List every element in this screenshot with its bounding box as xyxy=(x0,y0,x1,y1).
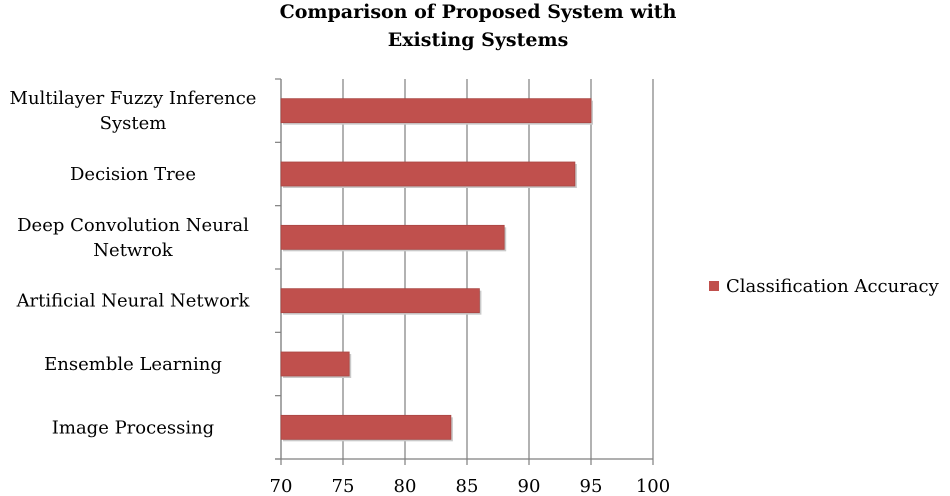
chart-title: Comparison of Proposed System with Existi… xyxy=(280,1,677,51)
chart-title-line: Existing Systems xyxy=(388,29,569,51)
x-axis-ticks: 70 75 80 85 90 95 100 xyxy=(270,476,671,496)
bar xyxy=(280,224,505,250)
bar xyxy=(280,414,452,440)
category-label: Decision Tree xyxy=(70,164,196,185)
category-label: Deep Convolution Neural xyxy=(17,215,249,236)
legend-label: Classification Accuracy xyxy=(726,276,940,297)
x-tick-label: 90 xyxy=(518,476,541,496)
category-label: Netwrok xyxy=(93,240,173,261)
x-tick-label: 80 xyxy=(394,476,417,496)
category-labels: Multilayer Fuzzy Inference System Decision… xyxy=(10,88,257,438)
bars xyxy=(280,98,593,442)
x-tick-label: 70 xyxy=(270,476,293,496)
category-label: Image Processing xyxy=(52,417,214,438)
category-label: System xyxy=(100,113,167,134)
legend-swatch xyxy=(709,281,719,291)
bar xyxy=(280,161,576,187)
x-tick-label: 95 xyxy=(580,476,603,496)
category-label: Artificial Neural Network xyxy=(16,291,251,312)
legend: Classification Accuracy xyxy=(709,276,940,297)
x-tick-label: 100 xyxy=(636,476,670,496)
bar xyxy=(280,351,350,377)
bar xyxy=(280,288,480,314)
bar xyxy=(280,98,592,124)
gridlines xyxy=(275,78,654,465)
x-tick-label: 85 xyxy=(456,476,479,496)
x-tick-label: 75 xyxy=(332,476,355,496)
category-label: Ensemble Learning xyxy=(44,354,222,375)
category-label: Multilayer Fuzzy Inference xyxy=(10,88,257,109)
chart-title-line: Comparison of Proposed System with xyxy=(280,1,677,23)
